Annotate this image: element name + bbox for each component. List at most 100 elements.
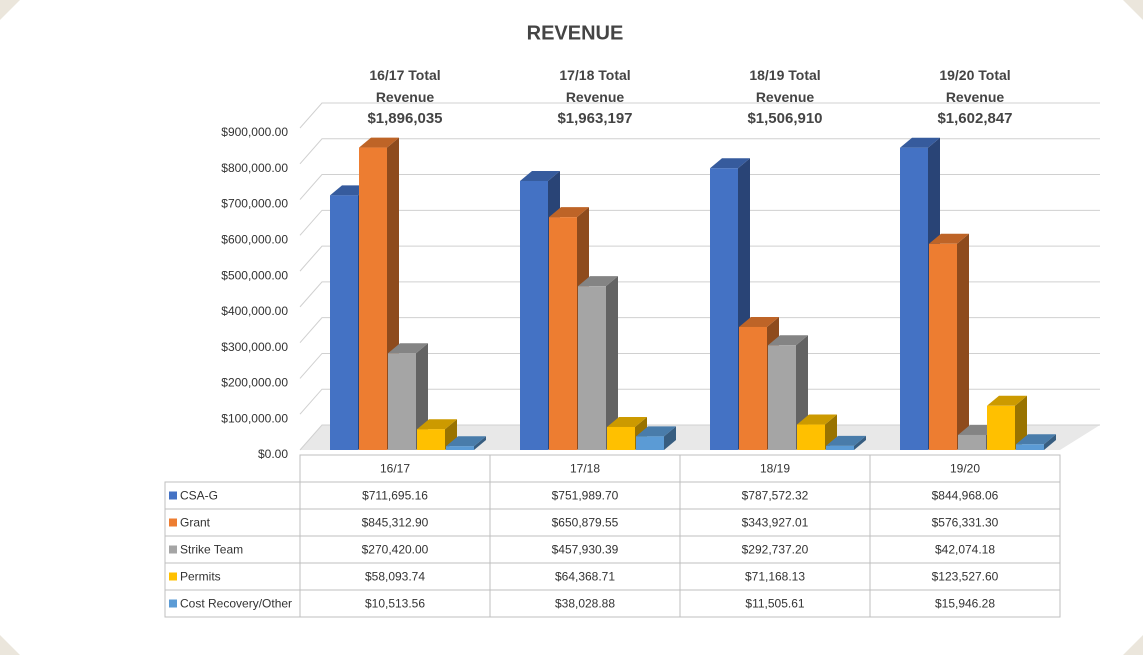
annotation: 19/20 Total Revenue $1,602,847 bbox=[900, 64, 1050, 130]
bar-top bbox=[768, 335, 808, 346]
bar bbox=[929, 233, 969, 450]
bar-top bbox=[359, 137, 399, 148]
table-value: $751,989.70 bbox=[552, 489, 619, 503]
table-value: $844,968.06 bbox=[932, 489, 999, 503]
table-value: $58,093.74 bbox=[365, 570, 425, 584]
y-tick-label: $900,000.00 bbox=[221, 125, 288, 139]
bar-front bbox=[739, 326, 767, 450]
legend-label: CSA-G bbox=[180, 489, 218, 503]
bar-side bbox=[1044, 434, 1056, 450]
table-value: $15,946.28 bbox=[935, 597, 995, 611]
table-value: $787,572.32 bbox=[742, 489, 809, 503]
grid-line bbox=[299, 352, 1100, 379]
table-value: $64,368.71 bbox=[555, 570, 615, 584]
table-value: $71,168.13 bbox=[745, 570, 805, 584]
table-value: $10,513.56 bbox=[365, 597, 425, 611]
bar-front bbox=[388, 353, 416, 450]
bar-front bbox=[797, 424, 825, 450]
grid-line bbox=[299, 174, 1100, 200]
annotation-text: 18/19 Total Revenue bbox=[749, 67, 821, 105]
bar-front bbox=[987, 405, 1015, 450]
legend-label: Permits bbox=[180, 570, 221, 584]
bar bbox=[987, 395, 1027, 450]
bar-top bbox=[520, 170, 560, 181]
legend-swatch bbox=[169, 572, 177, 581]
bar-top bbox=[1016, 434, 1056, 445]
bar-top bbox=[929, 233, 969, 244]
x-tick-label: 18/19 bbox=[760, 462, 790, 476]
table-value: $270,420.00 bbox=[362, 543, 429, 557]
bar-front bbox=[958, 434, 986, 450]
bar-side bbox=[1015, 395, 1027, 450]
bar-top bbox=[636, 426, 676, 437]
bar-front bbox=[359, 147, 387, 450]
bar bbox=[578, 276, 618, 450]
bar-front bbox=[446, 446, 474, 450]
legend-swatch bbox=[169, 599, 177, 608]
y-tick-label: $700,000.00 bbox=[221, 197, 288, 211]
bar-top bbox=[417, 419, 457, 430]
table-value: $845,312.90 bbox=[362, 516, 429, 530]
bar-front bbox=[768, 345, 796, 450]
annotation-value: $1,896,035 bbox=[367, 110, 443, 127]
bar-side bbox=[854, 435, 866, 450]
bar-side bbox=[957, 233, 969, 450]
bar-top bbox=[900, 137, 940, 148]
annotation-text: 19/20 Total Revenue bbox=[939, 67, 1011, 105]
annotation-text: 16/17 Total Revenue bbox=[369, 67, 441, 105]
table-value: $42,074.18 bbox=[935, 543, 995, 557]
bar-front bbox=[710, 168, 738, 450]
bar-front bbox=[1016, 444, 1044, 450]
bar-front bbox=[826, 445, 854, 450]
legend-swatch bbox=[169, 491, 177, 500]
bar-front bbox=[520, 180, 548, 450]
grid-line bbox=[299, 281, 1100, 308]
bar bbox=[1016, 434, 1056, 450]
grid-line bbox=[299, 424, 1100, 451]
y-tick-label: $100,000.00 bbox=[221, 411, 288, 425]
grid-line bbox=[299, 245, 1100, 272]
grid-line bbox=[299, 102, 1100, 129]
bar-front bbox=[607, 426, 635, 450]
legend-label: Grant bbox=[180, 516, 211, 530]
annotation: 18/19 Total Revenue $1,506,910 bbox=[710, 64, 860, 130]
bar-top bbox=[446, 436, 486, 447]
annotation: 17/18 Total Revenue $1,963,197 bbox=[520, 64, 670, 130]
annotation-value: $1,963,197 bbox=[557, 110, 633, 127]
bar-front bbox=[330, 195, 358, 450]
grid-line bbox=[299, 138, 1100, 165]
bar bbox=[417, 419, 457, 450]
x-tick-label: 17/18 bbox=[570, 462, 600, 476]
table-value: $711,695.16 bbox=[362, 489, 428, 503]
grid-line bbox=[299, 209, 1100, 236]
y-tick-label: $600,000.00 bbox=[221, 233, 288, 247]
y-tick-label: $800,000.00 bbox=[221, 161, 288, 175]
bar-top bbox=[739, 316, 779, 327]
bar bbox=[768, 335, 808, 450]
bar-side bbox=[664, 426, 676, 450]
y-tick-label: $400,000.00 bbox=[221, 304, 288, 318]
grid-line bbox=[299, 388, 1100, 415]
bar-front bbox=[636, 436, 664, 450]
annotation-value: $1,602,847 bbox=[937, 110, 1013, 127]
bar-front bbox=[900, 147, 928, 450]
bar-top bbox=[826, 435, 866, 446]
bar-front bbox=[417, 429, 445, 450]
bar-top bbox=[987, 395, 1027, 406]
table-value: $576,331.30 bbox=[932, 516, 999, 530]
bar-top bbox=[388, 343, 428, 354]
x-tick-label: 16/17 bbox=[380, 462, 410, 476]
bar-front bbox=[929, 243, 957, 450]
table-value: $457,930.39 bbox=[552, 543, 619, 557]
bar bbox=[826, 435, 866, 450]
bar-top bbox=[578, 276, 618, 287]
table-cell bbox=[869, 589, 1061, 618]
bar-top bbox=[607, 416, 647, 427]
annotation: 16/17 Total Revenue $1,896,035 bbox=[330, 64, 480, 130]
bar-front bbox=[578, 286, 606, 450]
bar-side bbox=[474, 436, 486, 450]
bar-top bbox=[797, 414, 837, 425]
y-tick-label: $0.00 bbox=[258, 447, 288, 461]
legend-label: Strike Team bbox=[180, 543, 243, 557]
